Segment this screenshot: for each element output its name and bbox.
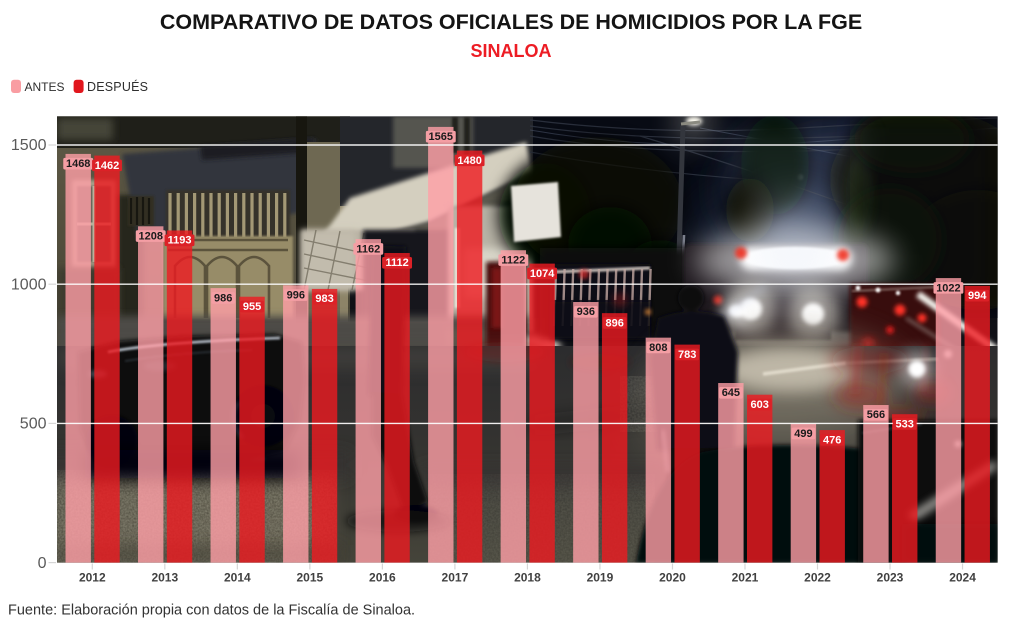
svg-text:1112: 1112 <box>385 257 408 269</box>
svg-text:500: 500 <box>20 416 47 433</box>
svg-text:1208: 1208 <box>138 230 162 242</box>
svg-text:983: 983 <box>315 293 333 305</box>
svg-text:1500: 1500 <box>11 137 47 154</box>
svg-text:2022: 2022 <box>804 571 831 585</box>
svg-text:2013: 2013 <box>151 571 178 585</box>
svg-text:1565: 1565 <box>429 131 453 143</box>
svg-text:Fuente: Elaboración propia con: Fuente: Elaboración propia con datos de … <box>8 603 415 619</box>
svg-text:1074: 1074 <box>530 268 555 280</box>
svg-text:996: 996 <box>287 290 305 302</box>
svg-text:896: 896 <box>605 317 623 329</box>
svg-text:2021: 2021 <box>732 571 759 585</box>
svg-text:1193: 1193 <box>168 235 192 247</box>
svg-text:DESPUÉS: DESPUÉS <box>87 79 148 94</box>
svg-text:SINALOA: SINALOA <box>471 41 552 61</box>
svg-text:2012: 2012 <box>79 571 106 585</box>
svg-text:2018: 2018 <box>514 571 541 585</box>
svg-text:955: 955 <box>243 301 261 313</box>
svg-text:2016: 2016 <box>369 571 396 585</box>
svg-text:1480: 1480 <box>457 155 481 167</box>
svg-text:0: 0 <box>38 555 47 572</box>
svg-text:2015: 2015 <box>297 571 324 585</box>
svg-text:2024: 2024 <box>949 571 976 585</box>
svg-text:476: 476 <box>823 434 841 446</box>
svg-text:2014: 2014 <box>224 571 251 585</box>
svg-text:936: 936 <box>577 306 595 318</box>
svg-text:533: 533 <box>896 418 914 430</box>
svg-text:2017: 2017 <box>442 571 469 585</box>
svg-text:1462: 1462 <box>95 160 119 172</box>
svg-text:1000: 1000 <box>11 276 47 293</box>
svg-text:783: 783 <box>678 349 696 361</box>
svg-text:808: 808 <box>649 342 667 354</box>
svg-text:2019: 2019 <box>587 571 614 585</box>
svg-text:1468: 1468 <box>66 158 90 170</box>
svg-text:499: 499 <box>794 428 812 440</box>
svg-text:2023: 2023 <box>877 571 904 585</box>
svg-text:1022: 1022 <box>936 282 960 294</box>
svg-text:994: 994 <box>968 290 987 302</box>
svg-text:ANTES: ANTES <box>25 80 65 94</box>
svg-text:1122: 1122 <box>501 254 525 266</box>
svg-text:986: 986 <box>214 292 232 304</box>
svg-text:COMPARATIVO DE DATOS OFICIALES: COMPARATIVO DE DATOS OFICIALES DE HOMICI… <box>160 10 862 34</box>
svg-text:603: 603 <box>751 399 769 411</box>
svg-text:1162: 1162 <box>356 243 380 255</box>
svg-text:2020: 2020 <box>659 571 686 585</box>
svg-text:566: 566 <box>867 409 885 421</box>
svg-text:645: 645 <box>722 387 740 399</box>
